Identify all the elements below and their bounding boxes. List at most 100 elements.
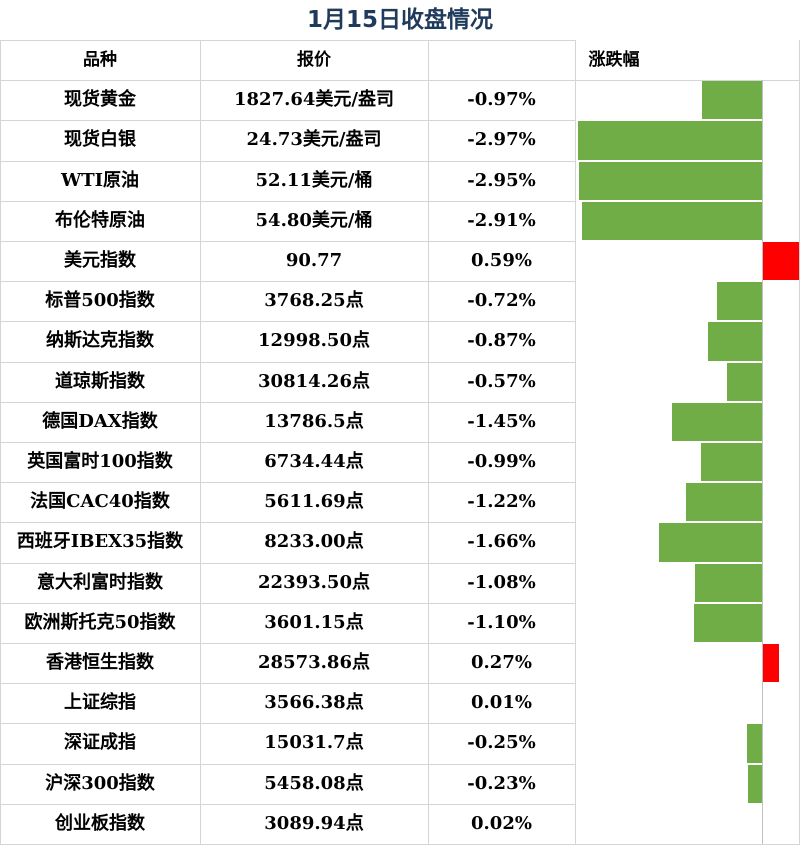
- grid-hline: [0, 321, 575, 322]
- row-change: -1.10%: [467, 611, 536, 633]
- grid-vline: [200, 40, 201, 844]
- negative-change-bar: [579, 161, 762, 200]
- row-price: 1827.64美元/盎司: [234, 89, 394, 111]
- row-change: 0.02%: [471, 812, 532, 834]
- sheet-title: 1月15日收盘情况: [306, 7, 493, 33]
- row-name: 上证综指: [64, 692, 136, 714]
- row-change: -0.97%: [467, 89, 536, 111]
- row-price: 12998.50点: [258, 330, 370, 352]
- row-change: -0.57%: [467, 370, 536, 392]
- row-name: WTI原油: [60, 169, 140, 191]
- row-change: -0.25%: [467, 732, 536, 754]
- row-change: -2.97%: [467, 129, 536, 151]
- row-name: 法国CAC40指数: [30, 491, 170, 513]
- negative-change-bar: [695, 563, 762, 602]
- row-price: 30814.26点: [258, 370, 370, 392]
- row-price: 54.80美元/桶: [255, 209, 373, 231]
- row-name: 现货黄金: [64, 89, 136, 111]
- row-price: 3566.38点: [264, 692, 364, 714]
- negative-change-bar: [701, 81, 762, 120]
- grid-hline: [0, 764, 575, 765]
- row-change: 0.01%: [471, 692, 532, 714]
- row-name: 标普500指数: [45, 290, 155, 312]
- negative-change-bar: [672, 402, 762, 441]
- grid-vline: [0, 40, 1, 844]
- row-change: 0.27%: [471, 652, 532, 673]
- row-name: 西班牙IBEX35指数: [16, 531, 184, 553]
- row-price: 8233.00点: [264, 531, 364, 553]
- row-name: 布伦特原油: [55, 209, 145, 231]
- row-change: -1.08%: [467, 571, 536, 593]
- grid-hline: [0, 442, 575, 443]
- row-name: 美元指数: [64, 250, 136, 271]
- row-price: 24.73美元/盎司: [246, 129, 382, 151]
- positive-change-bar: [762, 644, 779, 683]
- row-name: 道琼斯指数: [55, 370, 145, 392]
- grid-hline: [0, 643, 575, 644]
- grid-vline: [428, 40, 429, 844]
- row-price: 5458.08点: [264, 772, 364, 794]
- negative-change-bar: [686, 483, 762, 522]
- header-change: 涨跌幅: [588, 50, 640, 70]
- header-price: 报价: [297, 50, 331, 70]
- row-name: 香港恒生指数: [46, 652, 154, 673]
- row-price: 22393.50点: [258, 571, 370, 593]
- row-change: 0.59%: [471, 250, 532, 271]
- row-name: 德国DAX指数: [42, 410, 158, 432]
- row-name: 英国富时100指数: [27, 451, 173, 472]
- grid-hline: [0, 281, 575, 282]
- grid-hline: [0, 482, 575, 483]
- row-change: -1.22%: [467, 491, 536, 513]
- grid-hline: [0, 120, 575, 121]
- row-name: 现货白银: [64, 129, 136, 151]
- negative-change-bar: [717, 282, 762, 321]
- row-change: -0.99%: [467, 451, 536, 472]
- row-name: 欧洲斯托克50指数: [24, 611, 176, 633]
- row-change: -0.87%: [467, 330, 536, 352]
- header-name: 品种: [83, 50, 117, 70]
- row-price: 52.11美元/桶: [255, 169, 373, 191]
- grid-hline: [0, 80, 575, 81]
- row-name: 创业板指数: [55, 812, 145, 834]
- row-change: -2.91%: [467, 209, 536, 231]
- negative-change-bar: [708, 322, 762, 361]
- grid-hline: [0, 362, 575, 363]
- row-price: 5611.69点: [264, 491, 364, 513]
- row-price: 6734.44点: [264, 451, 364, 472]
- grid-hline: [0, 522, 575, 523]
- row-name: 纳斯达克指数: [46, 330, 154, 352]
- negative-change-bar: [746, 724, 762, 763]
- negative-change-bar: [726, 362, 762, 401]
- row-price: 28573.86点: [258, 652, 370, 673]
- grid-vline: [575, 40, 576, 844]
- row-price: 3768.25点: [264, 290, 364, 312]
- negative-change-bar: [659, 523, 762, 562]
- negative-change-bar: [700, 443, 762, 482]
- negative-change-bar: [577, 121, 762, 160]
- row-name: 意大利富时指数: [37, 571, 163, 593]
- row-price: 13786.5点: [264, 410, 364, 432]
- row-change: -2.95%: [467, 169, 536, 191]
- grid-hline: [0, 241, 575, 242]
- bar-zero-axis: [762, 80, 763, 844]
- negative-change-bar: [581, 201, 762, 240]
- row-price: 3601.15点: [264, 611, 364, 633]
- grid-hline: [0, 683, 575, 684]
- grid-hline: [575, 80, 800, 81]
- negative-change-bar: [747, 764, 762, 803]
- grid-hline: [0, 402, 575, 403]
- grid-hline: [0, 201, 575, 202]
- row-price: 15031.7点: [264, 732, 364, 754]
- row-name: 沪深300指数: [45, 772, 155, 794]
- positive-change-bar: [762, 242, 799, 281]
- row-change: -0.23%: [467, 772, 536, 794]
- row-change: -1.45%: [467, 410, 536, 432]
- grid-hline: [0, 563, 575, 564]
- grid-hline: [0, 40, 575, 41]
- row-change: -0.72%: [467, 290, 536, 312]
- negative-change-bar: [693, 603, 762, 642]
- grid-hline: [0, 804, 575, 805]
- grid-hline: [0, 161, 575, 162]
- row-price: 90.77: [285, 250, 343, 271]
